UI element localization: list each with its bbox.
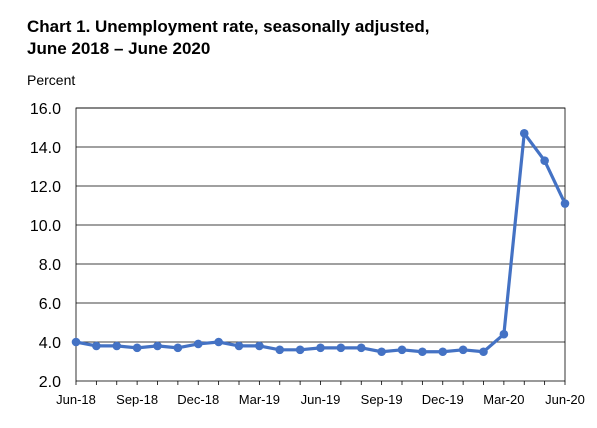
series-line bbox=[75, 131, 567, 354]
data-point bbox=[438, 347, 448, 357]
data-point bbox=[499, 329, 509, 339]
x-tick-label: Mar-20 bbox=[483, 392, 524, 407]
data-point bbox=[418, 347, 427, 357]
chart-title-line1: Chart 1. Unemployment rate, seasonally a… bbox=[27, 17, 430, 36]
y-tick-label: 4.0 bbox=[39, 335, 61, 352]
data-point bbox=[234, 341, 244, 351]
x-axis-ticks: Jun-18 Sep-18 Dec-18 Mar-19 Jun-19 Sep-19 Dec-… bbox=[56, 381, 585, 407]
x-tick-label: Sep-19 bbox=[361, 392, 403, 407]
data-point bbox=[112, 341, 122, 351]
x-tick-label: Dec-19 bbox=[422, 392, 464, 407]
data-point bbox=[132, 343, 142, 353]
y-tick-label: 10.0 bbox=[30, 218, 61, 235]
data-point bbox=[193, 339, 203, 349]
x-tick-label: Sep-18 bbox=[116, 392, 158, 407]
y-tick-label: 8.0 bbox=[39, 257, 61, 274]
data-point bbox=[295, 345, 305, 355]
data-point bbox=[519, 129, 529, 138]
data-point bbox=[479, 347, 488, 357]
data-point bbox=[255, 341, 264, 351]
data-point bbox=[560, 199, 570, 208]
chart-subtitle: June 2018 – June 2020 bbox=[27, 39, 211, 58]
data-point bbox=[92, 341, 101, 351]
y-tick-label: 12.0 bbox=[30, 179, 61, 196]
data-point bbox=[275, 345, 285, 355]
data-point bbox=[214, 337, 223, 347]
x-tick-label: Jun-20 bbox=[545, 392, 585, 407]
y-axis-label: Percent bbox=[27, 72, 75, 88]
chart-title: Chart 1. Unemployment rate, seasonally a… bbox=[27, 16, 429, 60]
data-point bbox=[153, 341, 162, 351]
x-tick-label: Jun-18 bbox=[56, 392, 96, 407]
data-point bbox=[336, 343, 346, 353]
data-point bbox=[316, 343, 325, 353]
data-point bbox=[458, 345, 468, 355]
x-tick-label: Jun-19 bbox=[301, 392, 341, 407]
y-tick-label: 2.0 bbox=[39, 374, 61, 391]
plot-area bbox=[71, 129, 570, 357]
plot-frame bbox=[75, 107, 566, 382]
x-tick-label: Mar-19 bbox=[239, 392, 280, 407]
data-point bbox=[540, 156, 549, 165]
data-point bbox=[397, 345, 407, 355]
y-tick-label: 14.0 bbox=[30, 140, 61, 157]
y-tick-label: 6.0 bbox=[39, 296, 61, 313]
x-tick-label: Dec-18 bbox=[177, 392, 219, 407]
gridlines bbox=[75, 107, 566, 382]
data-point bbox=[71, 337, 81, 347]
data-point bbox=[377, 347, 386, 357]
y-tick-label: 16.0 bbox=[30, 101, 61, 118]
y-axis-ticks: 2.0 4.0 6.0 8.0 10.0 12.0 14.0 16.0 bbox=[30, 101, 61, 391]
data-point bbox=[356, 343, 366, 353]
data-point bbox=[173, 343, 183, 353]
